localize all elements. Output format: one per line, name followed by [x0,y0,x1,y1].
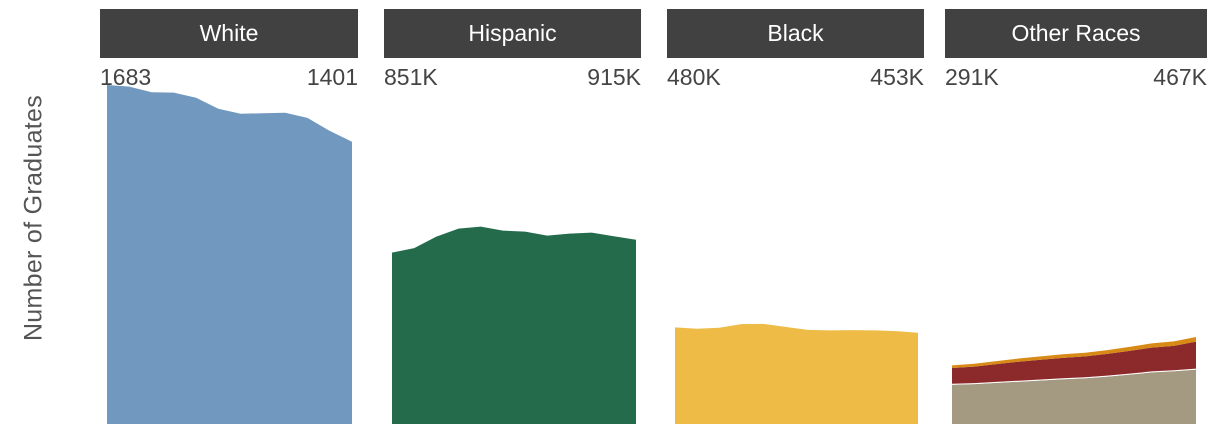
area-chart-black [675,323,918,424]
first-value-label-hispanic: 851K [384,64,438,90]
panel-header-black: Black [667,9,924,58]
area-segment-other-races-4 [952,336,1196,368]
last-value-label-black: 453K [870,64,924,90]
last-value-label-other-races: 467K [1153,64,1207,90]
area-chart-other-races [952,336,1196,424]
area-black [675,323,918,424]
area-white [107,85,352,424]
area-segment-other-races-2 [952,368,1196,385]
last-value-label-hispanic: 915K [587,64,641,90]
panel-white: White 1683 1401 [100,0,358,424]
area-chart-hispanic [392,226,636,424]
panel-black: Black 480K 453K [667,0,924,424]
panel-hispanic: Hispanic 851K 915K [384,0,641,424]
area-chart-white [107,85,352,424]
area-segment-other-races-1 [952,369,1196,424]
first-value-label-other-races: 291K [945,64,999,90]
panel-header-hispanic: Hispanic [384,9,641,58]
y-axis-title: Number of Graduates [19,94,48,342]
area-hispanic [392,226,636,424]
panel-header-other-races: Other Races [945,9,1207,58]
last-value-label-white: 1401 [306,64,358,90]
first-value-label-black: 480K [667,64,721,90]
panel-header-white: White [100,9,358,58]
panel-other-races: Other Races 291K 467K [945,0,1207,424]
area-segment-other-races-3 [952,341,1196,384]
